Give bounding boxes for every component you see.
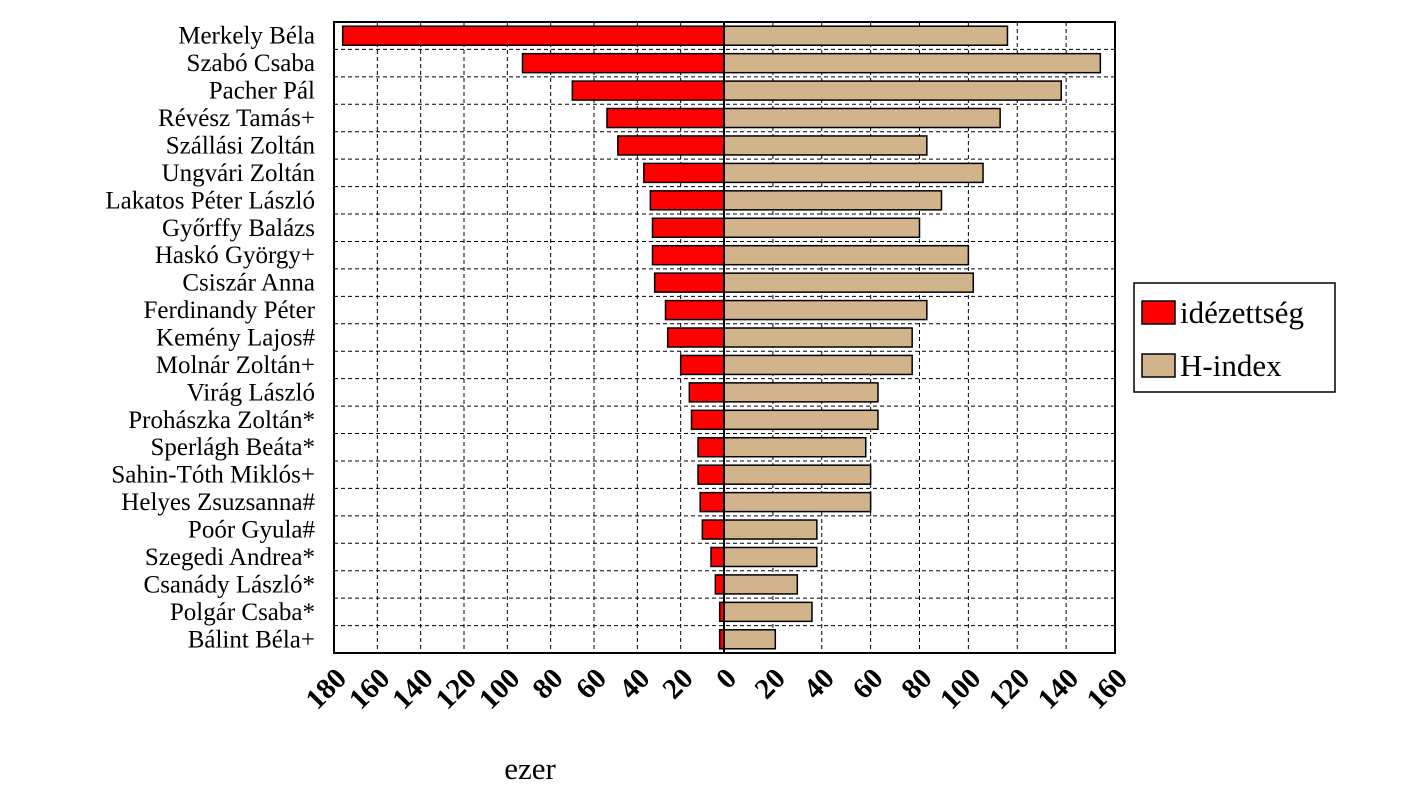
- bar-h-index: [723, 519, 818, 540]
- x-tick-label: 120: [430, 662, 483, 715]
- category-label: Csiszár Anna: [182, 270, 315, 297]
- bar-idezettseg: [571, 80, 725, 101]
- category-label: Ferdinandy Péter: [144, 297, 316, 324]
- x-tick-label: 100: [934, 662, 987, 715]
- x-tick-label: 60: [846, 662, 889, 705]
- x-tick-label: 60: [570, 662, 613, 705]
- category-label: Szegedi Andrea*: [145, 544, 315, 571]
- bar-h-index: [723, 409, 879, 431]
- bar-h-index: [723, 436, 867, 458]
- category-label: Bálint Béla+: [188, 626, 315, 653]
- category-label: Ungvári Zoltán: [162, 160, 316, 187]
- category-label: Csanády László*: [144, 571, 315, 598]
- bar-h-index: [723, 217, 921, 239]
- bar-h-index: [723, 25, 1009, 46]
- bar-idezettseg: [697, 464, 725, 485]
- category-label: Polgár Csaba*: [170, 599, 315, 626]
- bar-idezettseg: [651, 217, 725, 239]
- legend: idézettség H-index: [1133, 282, 1336, 393]
- x-tick-label: 0: [710, 662, 743, 695]
- bar-h-index: [723, 244, 970, 266]
- bar-h-index: [723, 354, 913, 376]
- bar-h-index: [723, 272, 975, 293]
- category-label: Pacher Pál: [209, 78, 315, 105]
- bar-h-index: [723, 299, 928, 321]
- bar-idezettseg: [710, 546, 725, 568]
- bar-h-index: [723, 382, 879, 403]
- bar-h-index: [723, 546, 818, 568]
- category-label: Virág László: [187, 379, 315, 406]
- legend-swatch-idezettseg: [1141, 300, 1176, 325]
- bar-idezettseg: [643, 162, 725, 184]
- category-label: Révész Tamás+: [158, 105, 315, 132]
- bar-h-index: [723, 162, 984, 184]
- category-label: Kemény Lajos#: [156, 325, 315, 352]
- category-label: Szállási Zoltán: [166, 132, 316, 159]
- bar-h-index: [723, 135, 928, 156]
- bar-h-index: [723, 574, 799, 595]
- bar-h-index: [723, 80, 1062, 101]
- bar-h-index: [723, 107, 1001, 129]
- category-label: Sperlágh Beáta*: [150, 434, 315, 461]
- x-tick-label: 20: [749, 662, 792, 705]
- x-tick-label: 160: [1081, 662, 1134, 715]
- bar-idezettseg: [617, 135, 725, 156]
- plot-frame: [333, 21, 1116, 654]
- bar-idezettseg: [688, 382, 725, 403]
- bar-idezettseg: [690, 409, 725, 431]
- x-tick-label: 160: [343, 662, 396, 715]
- category-label: Molnár Zoltán+: [156, 352, 315, 379]
- category-label: Poór Gyula#: [188, 517, 316, 544]
- bar-idezettseg: [606, 107, 725, 129]
- bar-h-index: [723, 629, 777, 650]
- bar-h-index: [723, 327, 913, 348]
- bar-idezettseg: [649, 190, 725, 211]
- bar-idezettseg: [664, 299, 725, 321]
- category-label: Haskó György+: [155, 242, 315, 269]
- x-tick-label: 40: [798, 662, 841, 705]
- bar-idezettseg: [666, 327, 725, 348]
- category-label: Lakatos Péter László: [105, 187, 315, 214]
- x-tick-label: 180: [300, 662, 353, 715]
- bar-h-index: [723, 464, 872, 485]
- bar-h-index: [723, 491, 872, 513]
- bar-idezettseg: [521, 52, 725, 74]
- bar-idezettseg: [697, 436, 725, 458]
- category-label: Prohászka Zoltán*: [128, 407, 315, 434]
- bar-idezettseg: [701, 519, 725, 540]
- x-tick-label: 20: [656, 662, 699, 705]
- bar-idezettseg: [699, 491, 725, 513]
- bar-idezettseg: [653, 272, 725, 293]
- category-label: Győrffy Balázs: [162, 215, 315, 242]
- category-label: Szabó Csaba: [187, 50, 315, 77]
- x-tick-label: 80: [895, 662, 938, 705]
- x-tick-label: 80: [526, 662, 569, 705]
- category-label: Helyes Zsuzsanna#: [121, 489, 315, 516]
- bar-idezettseg: [651, 244, 725, 266]
- bar-idezettseg: [714, 574, 725, 595]
- bar-idezettseg: [341, 25, 725, 46]
- bar-h-index: [723, 52, 1102, 74]
- category-label: Sahin-Tóth Miklós+: [111, 462, 315, 489]
- x-tick-label: 120: [983, 662, 1036, 715]
- category-label: Merkely Béla: [178, 23, 315, 50]
- x-tick-label: 140: [386, 662, 439, 715]
- x-tick-label: 140: [1032, 662, 1085, 715]
- legend-label-idezettseg: idézettség: [1180, 295, 1304, 330]
- bar-idezettseg: [679, 354, 725, 376]
- x-tick-label: 100: [473, 662, 526, 715]
- legend-label-h-index: H-index: [1180, 348, 1282, 383]
- bar-h-index: [723, 601, 813, 623]
- x-axis-title: ezer: [504, 751, 556, 786]
- x-tick-label: 40: [613, 662, 656, 705]
- legend-swatch-h-index: [1141, 353, 1176, 378]
- bar-h-index: [723, 190, 943, 211]
